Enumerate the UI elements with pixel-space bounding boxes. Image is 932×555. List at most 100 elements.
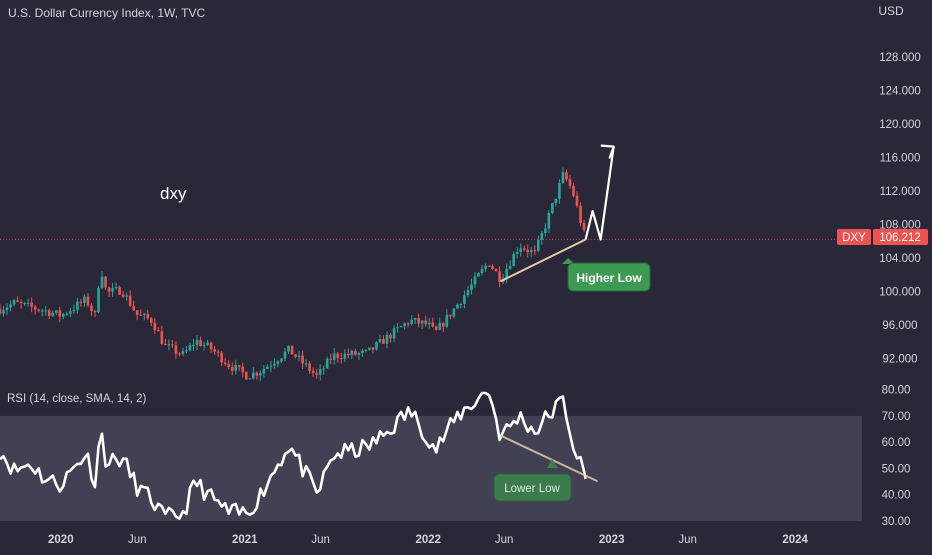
candle-body xyxy=(558,182,561,199)
candle-body xyxy=(582,223,586,230)
candle-body xyxy=(389,334,392,339)
candle-body xyxy=(79,301,83,303)
candle-body xyxy=(329,358,333,360)
candle-body xyxy=(392,328,396,339)
rsi-tick-label: 60.00 xyxy=(882,437,911,449)
candle-body xyxy=(572,185,575,196)
candle-body xyxy=(325,358,329,369)
candle-body xyxy=(308,363,311,371)
candle-body xyxy=(37,309,41,311)
candle-body xyxy=(294,354,297,357)
time-tick-label: Jun xyxy=(311,534,330,546)
candle-body xyxy=(100,276,104,289)
price-tick-label: 128.000 xyxy=(879,52,921,64)
candle-body xyxy=(561,172,565,183)
candle-body xyxy=(227,364,230,367)
candle-body xyxy=(213,349,216,352)
candle-body xyxy=(537,239,540,251)
candle-body xyxy=(347,353,350,356)
higher-low-box xyxy=(567,262,651,292)
candle-body xyxy=(199,340,202,346)
candle-body xyxy=(459,303,463,305)
candle-body xyxy=(2,310,5,314)
candle-body xyxy=(72,309,76,312)
candle-body xyxy=(262,368,266,374)
projection-arrowhead xyxy=(600,144,615,159)
price-badge xyxy=(873,229,928,245)
symbol-label: DXY xyxy=(842,232,866,244)
candle-body xyxy=(410,319,413,325)
candle-body xyxy=(491,266,494,269)
candle-body xyxy=(237,365,241,367)
candle-body xyxy=(508,266,512,269)
candle-body xyxy=(65,313,69,315)
candle-body xyxy=(248,378,252,380)
candle-body xyxy=(375,342,378,350)
candle-body xyxy=(396,327,399,329)
candle-body xyxy=(5,307,9,311)
rsi-title: RSI (14, close, SMA, 14, 2) xyxy=(7,393,147,405)
lower-low-pointer xyxy=(547,459,558,468)
lower-low-callout[interactable]: Lower Low xyxy=(493,459,572,502)
candle-body xyxy=(255,372,259,376)
candle-body xyxy=(544,228,547,233)
rsi-band xyxy=(0,415,862,521)
current-price-marker[interactable]: DXY 106.212 xyxy=(837,229,928,245)
candle-body xyxy=(202,344,206,346)
candle-body xyxy=(322,368,325,370)
candle-body xyxy=(382,338,385,344)
candle-body xyxy=(86,296,90,306)
candle-body xyxy=(339,358,343,360)
lower-low-label: Lower Low xyxy=(504,483,560,495)
higher-low-callout[interactable]: Higher Low xyxy=(562,258,651,292)
candle-body xyxy=(547,213,551,229)
candle-body xyxy=(470,284,473,291)
candle-body xyxy=(364,349,368,351)
candle-body xyxy=(354,350,357,355)
candle-body xyxy=(12,300,16,305)
candle-body xyxy=(223,362,227,365)
candle-body xyxy=(69,311,72,314)
candle-body xyxy=(171,344,174,346)
price-y-axis: 92.000 96.000 100.000 104.000 108.000 112.000… xyxy=(879,52,921,365)
candle-body xyxy=(58,310,62,317)
candle-body xyxy=(128,295,132,306)
candle-body xyxy=(519,248,523,252)
candle-body xyxy=(146,313,150,319)
candle-body xyxy=(315,372,318,375)
candle-body xyxy=(118,287,121,295)
candle-body xyxy=(463,295,466,304)
candle-body xyxy=(579,205,582,224)
chart-title: U.S. Dollar Currency Index, 1W, TVC xyxy=(8,6,206,20)
candle-body xyxy=(54,310,58,313)
candle-body xyxy=(551,203,554,214)
rsi-tick-label: 50.00 xyxy=(882,463,911,475)
candle-body xyxy=(181,351,185,354)
candle-body xyxy=(44,310,48,312)
candle-body xyxy=(30,302,33,307)
candle-body xyxy=(51,312,55,316)
candle-body xyxy=(361,350,364,354)
time-tick-label: Jun xyxy=(678,534,697,546)
candle-body xyxy=(318,369,322,375)
candle-body xyxy=(297,355,301,357)
candle-body xyxy=(283,351,287,359)
time-tick-label: 2021 xyxy=(232,534,258,546)
candle-body xyxy=(442,323,445,327)
candle-body xyxy=(93,310,97,313)
higher-low-label: Higher Low xyxy=(576,271,642,285)
price-tick-label: 100.000 xyxy=(879,286,921,298)
candle-body xyxy=(125,295,128,297)
rsi-y-axis: 30.00 40.00 50.00 60.00 70.00 80.00 xyxy=(882,385,911,528)
candle-body xyxy=(480,268,484,273)
candle-body xyxy=(403,323,406,327)
rsi-tick-label: 70.00 xyxy=(882,411,911,423)
time-x-axis: 2020 Jun 2021 Jun 2022 Jun 2023 Jun 2024 xyxy=(48,534,809,546)
candle-body xyxy=(135,310,139,315)
candle-body xyxy=(287,345,290,352)
candle-body xyxy=(280,358,283,362)
candle-body xyxy=(220,352,223,363)
candle-body xyxy=(417,318,420,324)
